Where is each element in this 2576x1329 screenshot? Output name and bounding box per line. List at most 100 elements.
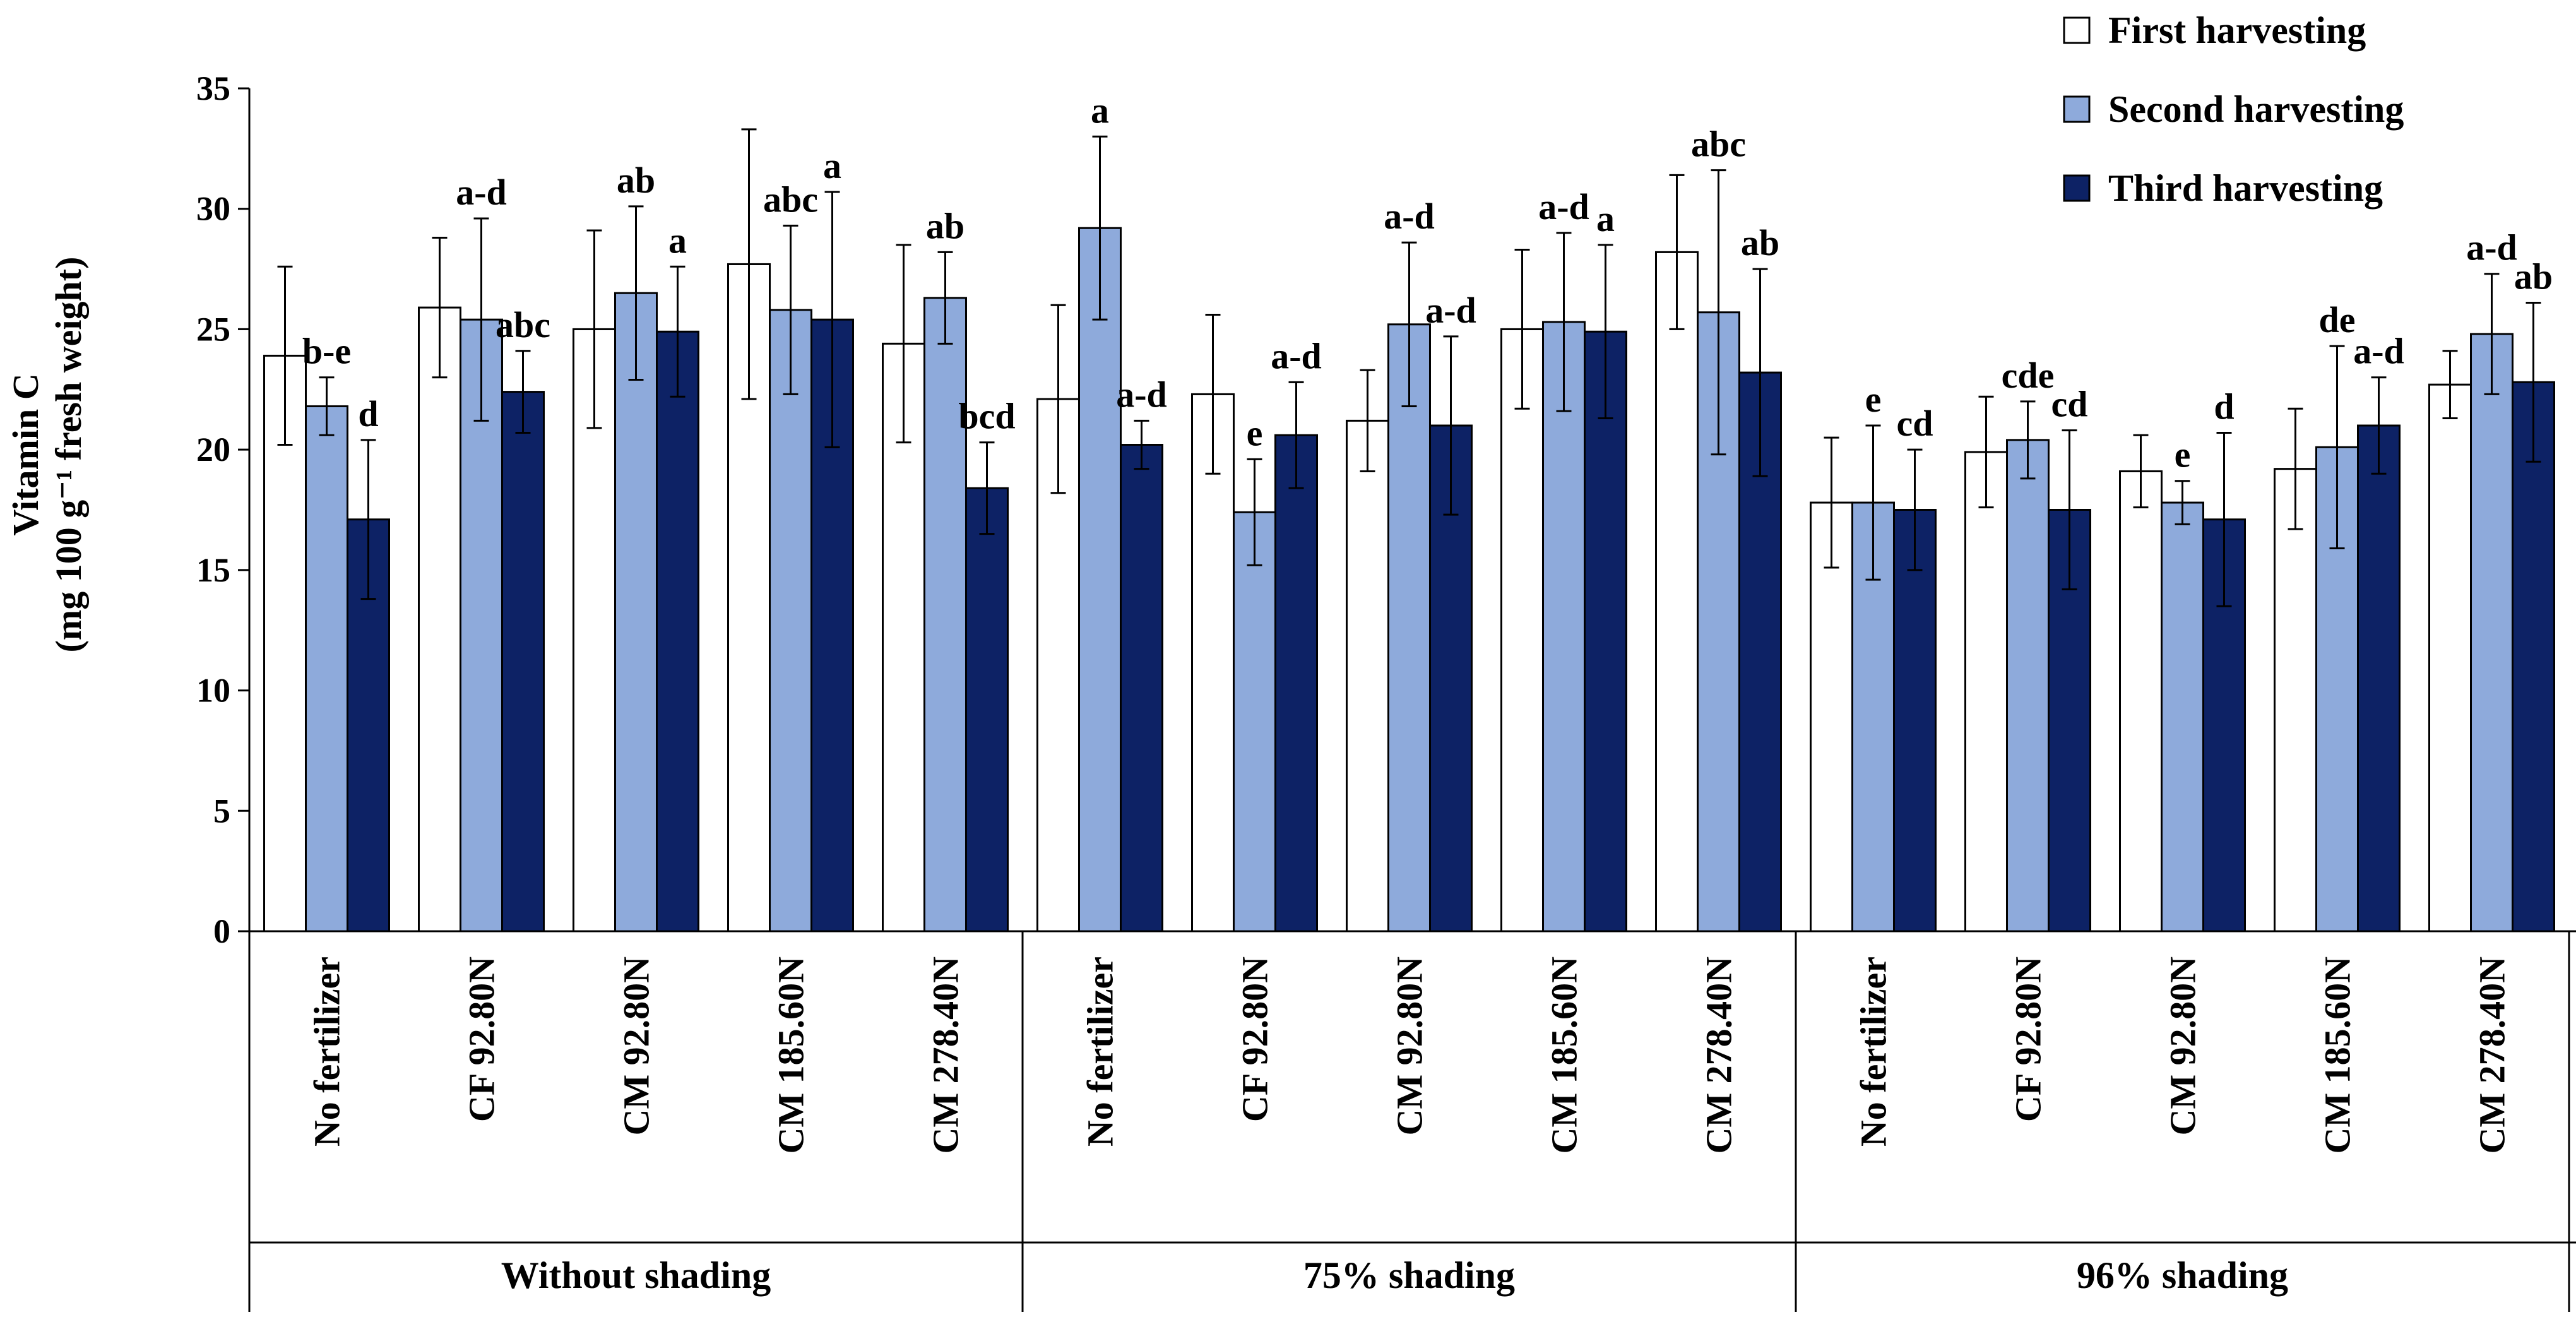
legend-swatch-first-harvesting: [2063, 16, 2091, 44]
category-label-no-fertilizer: No fertilizer: [1853, 957, 1894, 1147]
significance-label: ab: [2514, 256, 2553, 297]
significance-label: a-d: [1384, 196, 1435, 237]
y-tick-label: 0: [213, 912, 230, 950]
category-label-cf-92-80n: CF 92.80N: [2008, 957, 2049, 1122]
category-label-no-fertilizer: No fertilizer: [307, 957, 348, 1147]
y-tick-label: 30: [196, 190, 230, 228]
group-label-75-shading: 75% shading: [1303, 1255, 1515, 1296]
significance-label: cd: [2051, 384, 2088, 425]
group-label-without-shading: Without shading: [501, 1255, 771, 1296]
significance-label: e: [1865, 379, 1882, 420]
category-label-cm-92-80n: CM 92.80N: [1389, 957, 1430, 1136]
significance-label: ab: [1741, 222, 1779, 263]
y-tick-label: 15: [196, 551, 230, 589]
significance-label: abc: [496, 304, 550, 345]
bar-first-harvesting: [573, 328, 616, 933]
bar-second-harvesting: [305, 405, 348, 933]
y-tick-label: 35: [196, 69, 230, 107]
significance-label: a: [668, 220, 687, 261]
bar-second-harvesting: [1542, 321, 1586, 933]
bar-first-harvesting: [263, 354, 307, 933]
y-tick-label: 20: [196, 431, 230, 468]
group-label-96-shading: 96% shading: [2077, 1255, 2288, 1296]
bar-second-harvesting: [923, 297, 967, 933]
bar-first-harvesting: [1964, 451, 2008, 933]
significance-label: ab: [617, 160, 655, 201]
significance-label: a-d: [1538, 186, 1589, 227]
significance-label: a-d: [1425, 290, 1476, 331]
legend-swatch-third-harvesting: [2063, 174, 2091, 202]
y-tick-label: 5: [213, 792, 230, 830]
category-label-no-fertilizer: No fertilizer: [1080, 957, 1121, 1147]
bar-second-harvesting: [1078, 227, 1122, 933]
significance-label: a-d: [2353, 331, 2404, 372]
bar-first-harvesting: [418, 306, 461, 933]
bar-third-harvesting: [2512, 381, 2555, 933]
bar-third-harvesting: [1274, 434, 1318, 933]
significance-label: d: [2214, 386, 2234, 427]
category-label-cm-278-40n: CM 278.40N: [2472, 957, 2513, 1154]
legend-label-third-harvesting: Third harvesting: [2108, 167, 2383, 209]
bar-first-harvesting: [2119, 470, 2163, 933]
significance-label: e: [2175, 434, 2191, 475]
y-axis-title-line2: (mg 100 g⁻¹ fresh weight): [48, 257, 89, 653]
bar-first-harvesting: [2428, 383, 2472, 933]
bar-first-harvesting: [1655, 251, 1699, 933]
category-label-cm-185-60n: CM 185.60N: [771, 957, 812, 1154]
significance-label: cde: [2002, 355, 2055, 396]
category-label-cm-278-40n: CM 278.40N: [1699, 957, 1740, 1154]
bar-third-harvesting: [1120, 444, 1163, 933]
bar-first-harvesting: [1346, 419, 1389, 933]
significance-label: a-d: [1116, 374, 1167, 415]
category-label-cf-92-80n: CF 92.80N: [1235, 957, 1276, 1122]
bar-second-harvesting: [769, 309, 812, 933]
bar-first-harvesting: [1500, 328, 1544, 933]
category-label-cm-278-40n: CM 278.40N: [925, 957, 966, 1154]
bar-second-harvesting: [614, 292, 658, 933]
category-label-cm-92-80n: CM 92.80N: [616, 957, 657, 1136]
bar-second-harvesting: [1387, 323, 1431, 933]
category-label-cf-92-80n: CF 92.80N: [461, 957, 502, 1122]
significance-label: abc: [1691, 124, 1746, 165]
legend-label-first-harvesting: First harvesting: [2108, 9, 2366, 51]
significance-label: cd: [1897, 403, 1933, 444]
legend-label-second-harvesting: Second harvesting: [2108, 88, 2404, 130]
significance-label: a-d: [2466, 227, 2517, 268]
significance-label: de: [2319, 299, 2356, 340]
bar-first-harvesting: [2274, 468, 2317, 933]
bar-second-harvesting: [2161, 501, 2204, 933]
bars-layer: [263, 128, 2555, 933]
bar-second-harvesting: [1233, 511, 1276, 933]
bar-third-harvesting: [656, 330, 699, 933]
bar-third-harvesting: [2357, 424, 2401, 933]
bar-third-harvesting: [1893, 509, 1937, 933]
significance-label: b-e: [302, 331, 351, 372]
legend-swatch-second-harvesting: [2063, 95, 2091, 123]
significance-label: a: [1596, 198, 1615, 239]
significance-label: a: [823, 145, 841, 186]
y-tick-label: 25: [196, 310, 230, 348]
legend: First harvesting Second harvesting Third h…: [2063, 9, 2404, 209]
significance-label: abc: [763, 179, 818, 220]
bar-third-harvesting: [965, 487, 1009, 933]
y-axis-title-line1: Vitamin C: [5, 373, 46, 535]
significance-label: a-d: [1271, 335, 1322, 376]
significance-label: a-d: [456, 172, 507, 213]
y-tick-label: 10: [196, 672, 230, 710]
significance-label: e: [1247, 412, 1263, 453]
bar-first-harvesting: [1191, 393, 1235, 933]
significance-label: ab: [926, 205, 965, 246]
category-label-cm-185-60n: CM 185.60N: [2317, 957, 2358, 1154]
bar-third-harvesting: [501, 391, 545, 933]
category-label-cm-185-60n: CM 185.60N: [1544, 957, 1585, 1154]
significance-label: bcd: [958, 396, 1015, 437]
bar-third-harvesting: [1584, 330, 1627, 933]
bar-second-harvesting: [2470, 333, 2514, 933]
category-label-cm-92-80n: CM 92.80N: [2163, 957, 2204, 1136]
significance-label: d: [358, 393, 378, 434]
significance-label: a: [1091, 90, 1109, 131]
bar-second-harvesting: [2006, 439, 2050, 933]
